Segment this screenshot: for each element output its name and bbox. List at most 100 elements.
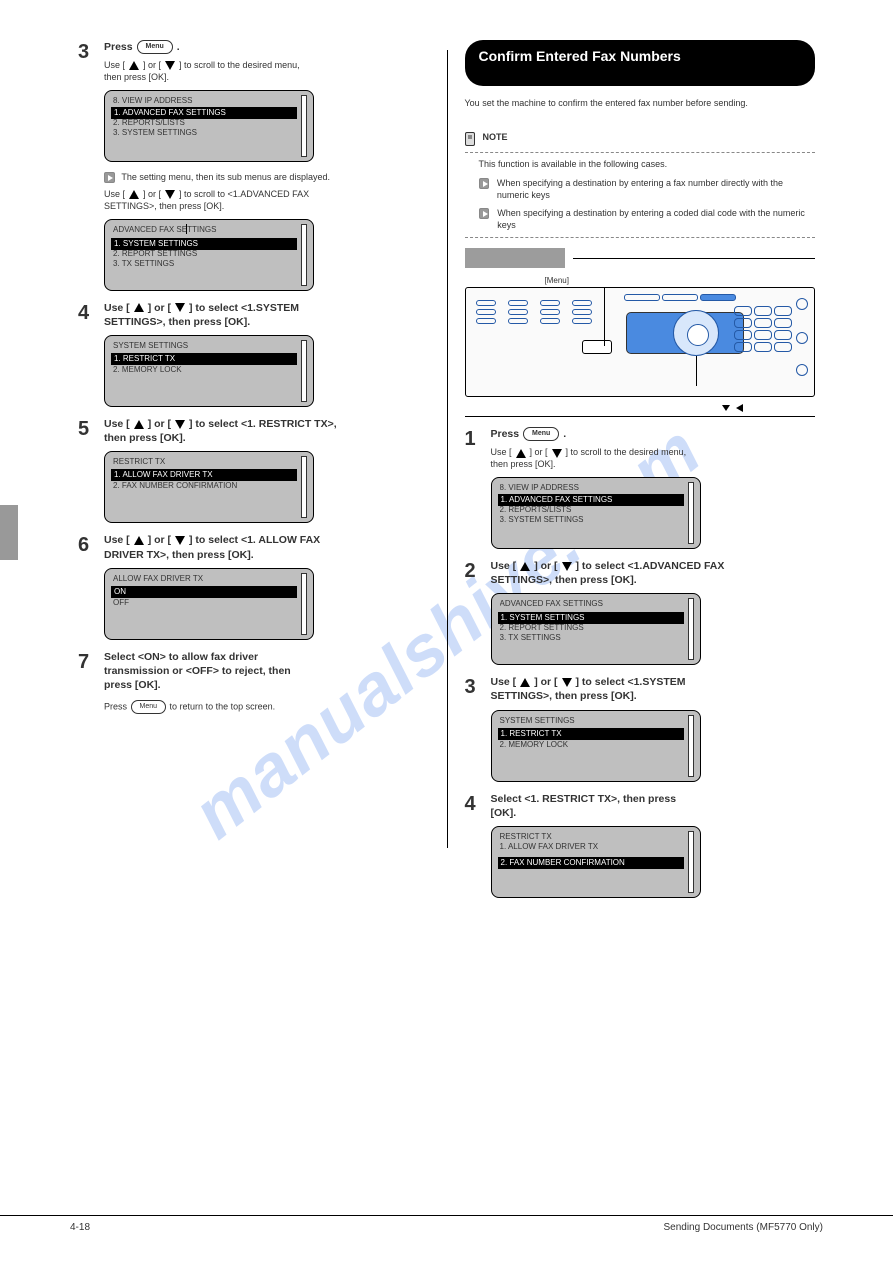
panel-labels-bottom	[465, 401, 816, 417]
panel-label-right	[718, 403, 745, 412]
text: Use [	[104, 189, 125, 199]
lcd-line: RESTRICT TX	[500, 832, 692, 842]
text: DRIVER TX>, then press [OK].	[104, 549, 254, 561]
footer-title: Sending Documents (MF5770 Only)	[663, 1222, 823, 1233]
intro-text: You set the machine to confirm the enter…	[465, 98, 816, 110]
lcd-display-1: 8. VIEW IP ADDRESS 1. ADVANCED FAX SETTI…	[104, 90, 314, 162]
up-arrow-icon	[516, 449, 526, 458]
panel-button	[508, 300, 528, 306]
column-divider	[447, 50, 448, 848]
lcd-line: 2. MEMORY LOCK	[113, 365, 305, 375]
step-number: 5	[78, 417, 98, 439]
text: Select <1. RESTRICT TX>, then press	[491, 793, 677, 805]
scrollbar	[688, 715, 694, 777]
text: Use [	[104, 418, 130, 430]
step-number: 1	[465, 427, 485, 449]
lcd-line: RESTRICT TX	[113, 457, 305, 467]
text: ] or [	[148, 534, 171, 546]
panel-label-left: [Menu]	[545, 276, 569, 285]
scrollbar	[688, 482, 694, 544]
nav-wheel: OK	[673, 310, 719, 356]
up-arrow-icon	[520, 562, 530, 571]
lcd-line: ALLOW FAX DRIVER TX	[113, 574, 305, 584]
left-column: 3 Press Menu . Use [] or [] to scroll to…	[60, 40, 447, 908]
down-arrow-icon	[165, 190, 175, 199]
step-number: 2	[465, 559, 485, 581]
note-line: This function is available in the follow…	[479, 159, 816, 171]
bullet-icon	[479, 178, 489, 189]
text: The setting menu, then its sub menus are…	[121, 172, 330, 182]
note-line: When specifying a destination by enterin…	[497, 178, 815, 201]
text: Use [	[491, 676, 517, 688]
text: SETTINGS>, then press [OK].	[491, 574, 637, 586]
text: ] to select <1. ALLOW FAX	[189, 534, 320, 546]
step-number: 7	[78, 650, 98, 672]
scrollbar	[688, 831, 694, 893]
text: Press	[491, 428, 523, 440]
text: .	[177, 41, 180, 53]
step-number: 3	[465, 675, 485, 697]
down-arrow-icon	[562, 678, 572, 687]
page-root: manualshive.com 3 Press Menu . Use [] or…	[0, 0, 893, 1263]
scrollbar	[688, 598, 694, 660]
up-arrow-icon	[520, 678, 530, 687]
panel-button	[572, 309, 592, 315]
up-arrow-icon	[134, 420, 144, 429]
step-number: 3	[78, 40, 98, 62]
r-step-2: 2 Use [] or [] to select <1.ADVANCED FAX…	[465, 559, 816, 587]
lcd-line: 3. SYSTEM SETTINGS	[113, 128, 305, 138]
lcd-highlight: 1. RESTRICT TX	[111, 353, 297, 365]
lcd-line: 3. TX SETTINGS	[113, 259, 305, 269]
leader-line	[604, 288, 605, 346]
subhead-block	[465, 248, 565, 268]
r-lcd-2: ADVANCED FAX SETTINGS 1. SYSTEM SETTINGS…	[491, 593, 701, 665]
text: press [OK].	[104, 679, 161, 691]
step-6: 6 Use [] or [] to select <1. ALLOW FAX D…	[78, 533, 429, 561]
scrollbar	[301, 224, 307, 286]
r-step-4: 4 Select <1. RESTRICT TX>, then press [O…	[465, 792, 816, 820]
bullet-icon	[104, 172, 115, 183]
dash-divider	[465, 152, 816, 153]
lcd-highlight: 1. ALLOW FAX DRIVER TX	[111, 469, 297, 481]
step-4: 4 Use [] or [] to select <1.SYSTEM SETTI…	[78, 301, 429, 329]
tick-mark	[186, 224, 187, 234]
numeric-keypad	[734, 306, 792, 352]
dash-divider	[465, 237, 816, 238]
lcd-line: 2. REPORTS/LISTS	[113, 118, 305, 128]
down-arrow-icon	[175, 536, 185, 545]
r-lcd-4: RESTRICT TX 1. ALLOW FAX DRIVER TX 2. FA…	[491, 826, 701, 898]
text: Use [	[104, 302, 130, 314]
lcd-highlight: 1. ADVANCED FAX SETTINGS	[498, 494, 684, 506]
right-column: Confirm Entered Fax Numbers You set the …	[447, 40, 834, 908]
text: transmission or <OFF> to reject, then	[104, 665, 291, 677]
r-lcd-1: 8. VIEW IP ADDRESS 1. ADVANCED FAX SETTI…	[491, 477, 701, 549]
lcd-display-5: ALLOW FAX DRIVER TX ON OFF	[104, 568, 314, 640]
text: to return to the top screen.	[170, 702, 276, 712]
text: Select <ON> to allow fax driver	[104, 651, 258, 663]
page-number: 4-18	[70, 1222, 90, 1233]
lcd-line: 2. REPORT SETTINGS	[500, 623, 692, 633]
text: ] or [	[148, 418, 171, 430]
lcd-line: 1. ALLOW FAX DRIVER TX	[500, 842, 692, 852]
up-arrow-icon	[129, 190, 139, 199]
lcd-line: 2. FAX NUMBER CONFIRMATION	[113, 481, 305, 491]
control-panel-diagram: OK	[465, 287, 816, 397]
subhead-rule	[573, 258, 816, 259]
up-arrow-icon	[129, 61, 139, 70]
lcd-line: SYSTEM SETTINGS	[500, 716, 692, 726]
lcd-highlight: ON	[111, 586, 297, 598]
menu-key-callout	[582, 340, 612, 354]
lcd-line: 3. SYSTEM SETTINGS	[500, 515, 692, 525]
text: Use [	[491, 447, 512, 457]
lcd-line: 3. TX SETTINGS	[500, 633, 692, 643]
lcd-line: 2. MEMORY LOCK	[500, 740, 692, 750]
page-footer: 4-18 Sending Documents (MF5770 Only)	[0, 1215, 893, 1233]
panel-button	[476, 318, 496, 324]
lcd-line: 8. VIEW IP ADDRESS	[500, 483, 692, 493]
panel-round-button	[796, 364, 808, 376]
lcd-display-4: RESTRICT TX 1. ALLOW FAX DRIVER TX 2. FA…	[104, 451, 314, 523]
step-3: 3 Press Menu . Use [] or [] to scroll to…	[78, 40, 429, 84]
down-arrow-icon	[552, 449, 562, 458]
text: [OK].	[491, 807, 517, 819]
lcd-highlight: 2. FAX NUMBER CONFIRMATION	[498, 857, 684, 869]
